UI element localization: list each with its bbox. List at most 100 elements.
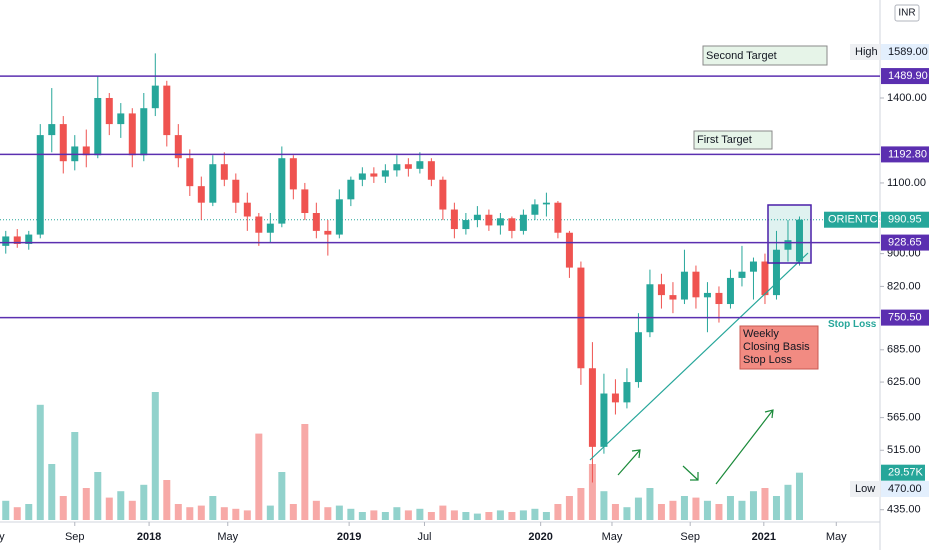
x-tick-label: Sep bbox=[65, 531, 85, 543]
candle-body bbox=[519, 214, 527, 231]
candle-body bbox=[657, 284, 665, 296]
x-tick-label: 2021 bbox=[752, 531, 776, 543]
volume-bar bbox=[255, 433, 263, 520]
volume-bar bbox=[692, 497, 700, 520]
volume-bar bbox=[278, 472, 286, 520]
x-tick-label: May bbox=[602, 531, 623, 543]
price-pane bbox=[0, 53, 880, 483]
volume-bar bbox=[312, 500, 320, 520]
candle-body bbox=[427, 161, 435, 180]
volume-bar bbox=[301, 424, 309, 520]
volume-bar bbox=[335, 505, 343, 520]
volume-bar bbox=[128, 500, 136, 520]
level-label: 750.50 bbox=[888, 312, 922, 324]
candle-body bbox=[347, 179, 355, 200]
x-tick-label: May bbox=[826, 531, 847, 543]
candle-body bbox=[393, 164, 401, 171]
volume-bar bbox=[151, 392, 159, 520]
volume-bar bbox=[427, 512, 435, 520]
level-label: 1192.80 bbox=[888, 148, 927, 160]
currency: INR bbox=[898, 8, 915, 19]
symbol-label: ORIENTCQ bbox=[828, 214, 887, 226]
volume-label: 29.57K bbox=[888, 467, 924, 479]
volume-bar bbox=[48, 464, 56, 520]
price-box bbox=[881, 211, 929, 228]
candle-body bbox=[105, 97, 113, 125]
candle-body bbox=[301, 189, 309, 214]
volume-bar bbox=[117, 491, 125, 520]
candle-body bbox=[554, 202, 562, 233]
level-label-box bbox=[881, 146, 929, 163]
volume-bar bbox=[738, 500, 746, 520]
candle-body bbox=[565, 232, 573, 268]
y-tick-label: 435.00 bbox=[887, 504, 921, 516]
volume-bar bbox=[82, 488, 90, 520]
candle-body bbox=[358, 173, 366, 180]
level-label-box bbox=[881, 234, 929, 251]
price-label: 990.95 bbox=[888, 214, 922, 226]
note-line: Weekly bbox=[743, 328, 779, 340]
arrows bbox=[617, 409, 774, 485]
volume-bar bbox=[600, 491, 608, 520]
candle-body bbox=[255, 216, 263, 233]
candle-body bbox=[508, 218, 516, 231]
volume-bar bbox=[209, 496, 217, 520]
candle-body bbox=[669, 295, 677, 300]
volume-bar bbox=[565, 496, 573, 520]
candle-body bbox=[726, 277, 734, 305]
candle-body bbox=[174, 135, 182, 159]
candle-body bbox=[59, 124, 67, 162]
y-tick-label: 685.00 bbox=[887, 344, 921, 356]
volume-bar bbox=[542, 512, 550, 520]
level-label-box bbox=[881, 309, 929, 326]
low-name-box bbox=[850, 481, 880, 497]
arrow bbox=[715, 409, 774, 485]
high-name-box bbox=[850, 44, 880, 60]
candle-body bbox=[278, 158, 286, 224]
candle-body bbox=[13, 236, 21, 244]
volume-bar bbox=[289, 504, 297, 520]
candle-body bbox=[404, 164, 412, 169]
candle-body bbox=[25, 234, 33, 244]
volume-bar bbox=[174, 504, 182, 520]
volume-bar bbox=[784, 484, 792, 520]
volume-bar bbox=[243, 510, 251, 520]
volume-bar bbox=[611, 504, 619, 520]
candle-body bbox=[784, 240, 792, 250]
candle-body bbox=[623, 382, 631, 403]
symbol-box bbox=[824, 211, 878, 228]
y-tick-label: 820.00 bbox=[887, 280, 921, 292]
volume-bar bbox=[163, 480, 171, 520]
volume-bar bbox=[508, 512, 516, 520]
first-target-box bbox=[693, 130, 773, 150]
candle-body bbox=[473, 214, 481, 221]
high-value: 1589.00 bbox=[888, 46, 928, 58]
candle-body bbox=[692, 271, 700, 298]
volume-bar bbox=[94, 472, 102, 520]
candle-body bbox=[749, 261, 757, 272]
low-value-box bbox=[881, 481, 929, 497]
first-target: First Target bbox=[697, 134, 752, 146]
volume-bar bbox=[554, 504, 562, 520]
candle-body bbox=[588, 368, 596, 447]
volume-bar bbox=[634, 497, 642, 520]
candle-body bbox=[94, 97, 102, 156]
arrow bbox=[617, 449, 641, 476]
volume-bar bbox=[105, 497, 113, 520]
y-tick-label: 565.00 bbox=[887, 412, 921, 424]
candle-body bbox=[450, 209, 458, 230]
x-tick-label: 2019 bbox=[337, 531, 361, 543]
volume-bar bbox=[2, 500, 10, 520]
note-box bbox=[739, 325, 819, 370]
volume-bar bbox=[197, 505, 205, 520]
note-line: Closing Basis bbox=[743, 341, 810, 353]
volume-bar bbox=[703, 500, 711, 520]
candle-body bbox=[163, 85, 171, 136]
x-tick-label: Jul bbox=[417, 531, 431, 543]
y-tick-label: 515.00 bbox=[887, 444, 921, 456]
candle-body bbox=[197, 186, 205, 203]
currency-box bbox=[894, 4, 920, 22]
candle-body bbox=[795, 219, 803, 262]
volume-bar bbox=[266, 505, 274, 520]
volume-bar bbox=[393, 507, 401, 520]
